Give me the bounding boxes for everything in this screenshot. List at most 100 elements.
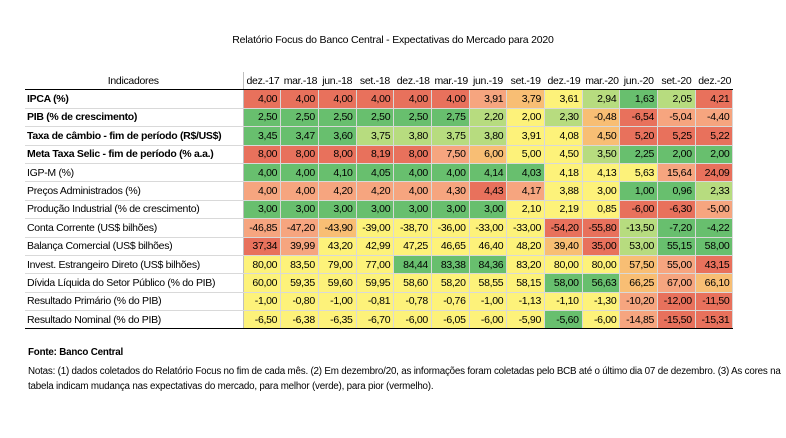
value-cell: 24,09: [694, 162, 734, 183]
value-cell: -5,90: [506, 310, 545, 330]
value-cell: 4,13: [581, 162, 621, 183]
value-cell: 2,50: [280, 107, 319, 128]
value-cell: 83,38: [430, 254, 470, 275]
value-cell: -6,70: [355, 310, 395, 330]
value-cell: -0,78: [393, 291, 432, 312]
table-header-row: Indicadores dez.-17 mar.-18 jun.-18 set.-18 d…: [25, 72, 733, 91]
column-header: dez.-17: [243, 72, 281, 91]
value-cell: -46,85: [242, 218, 282, 238]
value-cell: 15,64: [657, 162, 696, 183]
value-cell: 48,20: [506, 236, 545, 256]
value-cell: 2,19: [544, 199, 583, 220]
indicator-label: Resultado Nominal (% do PIB): [25, 310, 244, 330]
notes-line-2: tabela indicam mudança nas expectativas …: [28, 381, 434, 392]
value-cell: -5,04: [657, 107, 696, 128]
value-cell: 35,00: [581, 236, 621, 256]
notes-line-1: Notas: (1) dados coletados do Relatório …: [28, 366, 781, 377]
value-cell: 3,00: [468, 199, 508, 220]
indicator-label: IPCA (%): [25, 89, 244, 109]
value-cell: -10,20: [619, 291, 659, 312]
value-cell: 5,63: [619, 162, 659, 183]
value-cell: 3,50: [581, 144, 621, 164]
indicator-label: Taxa de câmbio - fim de período (R$/US$): [25, 126, 244, 146]
table-row: PIB (% de crescimento) 2,50 2,50 2,50 2,50 2,…: [25, 107, 734, 128]
value-cell: -36,00: [430, 218, 470, 238]
value-cell: 3,91: [468, 89, 508, 109]
value-cell: 4,00: [242, 162, 282, 183]
indicator-label: Dívida Líquida do Setor Público (% do PI…: [25, 273, 244, 293]
value-cell: 3,80: [393, 126, 432, 146]
indicators-header: Indicadores: [25, 72, 244, 91]
value-cell: 6,00: [468, 144, 508, 164]
table-row: Preços Administrados (%) 4,00 4,00 4,20 4,20…: [25, 181, 734, 201]
value-cell: 83,20: [506, 254, 545, 275]
value-cell: 8,00: [242, 144, 282, 164]
value-cell: 39,40: [544, 236, 583, 256]
value-cell: 2,33: [694, 181, 734, 201]
column-header: dez.-20: [695, 72, 733, 91]
value-cell: -0,76: [430, 291, 470, 312]
column-header: set.-19: [506, 72, 545, 91]
value-cell: 2,50: [317, 107, 357, 128]
value-cell: 80,00: [544, 254, 583, 275]
value-cell: 3,00: [280, 199, 319, 220]
value-cell: 37,34: [242, 236, 282, 256]
value-cell: 4,00: [430, 89, 470, 109]
table-row: Conta Corrente (US$ bilhões) -46,85 -47,20…: [25, 218, 734, 238]
report-title: Relatório Focus do Banco Central - Expec…: [232, 34, 554, 46]
value-cell: 4,00: [393, 162, 432, 183]
value-cell: 4,21: [694, 89, 734, 109]
value-cell: -54,20: [544, 218, 583, 238]
value-cell: -4,22: [694, 218, 734, 238]
value-cell: 3,60: [317, 126, 357, 146]
value-cell: 7,50: [430, 144, 470, 164]
value-cell: -6,38: [280, 310, 319, 330]
value-cell: 83,50: [280, 254, 319, 275]
value-cell: 79,00: [317, 254, 357, 275]
column-header: jun.-19: [469, 72, 507, 91]
value-cell: 4,00: [280, 181, 319, 201]
value-cell: 2,75: [430, 107, 470, 128]
column-header: jun.-20: [619, 72, 658, 91]
value-cell: 3,00: [581, 181, 621, 201]
value-cell: 56,63: [581, 273, 621, 293]
value-cell: 3,88: [544, 181, 583, 201]
value-cell: -55,80: [581, 218, 621, 238]
value-cell: 4,17: [506, 181, 545, 201]
value-cell: -7,20: [657, 218, 696, 238]
value-cell: 77,00: [355, 254, 395, 275]
column-header: mar.-19: [431, 72, 470, 91]
value-cell: -6,54: [619, 107, 659, 128]
value-cell: 58,00: [694, 236, 734, 256]
value-cell: 4,18: [544, 162, 583, 183]
value-cell: 4,00: [393, 89, 432, 109]
value-cell: 0,96: [657, 181, 696, 201]
value-cell: -6,50: [242, 310, 282, 330]
value-cell: 3,91: [506, 126, 545, 146]
value-cell: 4,50: [544, 144, 583, 164]
value-cell: -14,85: [619, 310, 659, 330]
value-cell: -4,40: [694, 107, 734, 128]
value-cell: 84,36: [468, 254, 508, 275]
value-cell: 80,00: [242, 254, 282, 275]
value-cell: 2,00: [657, 144, 696, 164]
value-cell: 55,15: [657, 236, 696, 256]
table-row: Balança Comercial (US$ bilhões) 37,34 39,9…: [25, 236, 734, 256]
indicator-label: Preços Administrados (%): [25, 181, 244, 201]
value-cell: 2,10: [506, 199, 545, 220]
value-cell: 58,15: [506, 273, 545, 293]
value-cell: 3,00: [355, 199, 395, 220]
value-cell: -0,80: [280, 291, 319, 312]
value-cell: 4,00: [393, 181, 432, 201]
value-cell: -6,00: [468, 310, 508, 330]
source-note: Fonte: Banco Central: [28, 347, 124, 358]
value-cell: 2,00: [506, 107, 545, 128]
value-cell: 3,00: [393, 199, 432, 220]
value-cell: -33,00: [468, 218, 508, 238]
table-row: IPCA (%) 4,00 4,00 4,00 4,00 4,00 4,00 3,91 3,79…: [25, 89, 734, 109]
value-cell: -0,48: [581, 107, 621, 128]
value-cell: -6,30: [657, 199, 696, 220]
value-cell: -1,13: [506, 291, 545, 312]
value-cell: 80,00: [581, 254, 621, 275]
value-cell: 2,50: [242, 107, 282, 128]
